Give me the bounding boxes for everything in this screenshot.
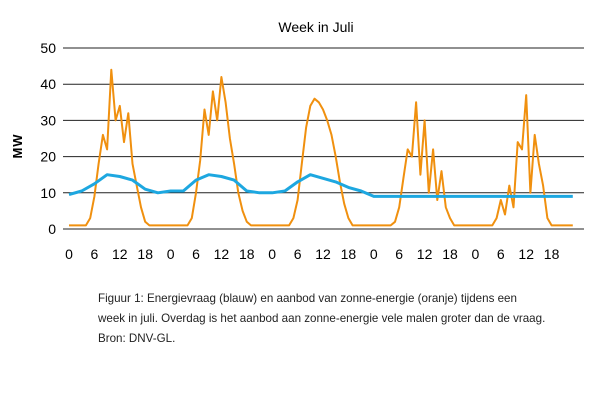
caption-line-2: week in juli. Overdag is het aanbod aan …	[98, 312, 546, 325]
x-tick-label: 12	[315, 246, 331, 262]
chart-title: Week in Juli	[278, 19, 353, 35]
chart: 0 10 20 30 40 50 0 6 12 18 0 6 12 18 0 6 12 18 0 6 12 18 0 6 12…	[10, 19, 584, 262]
y-tick-label: 40	[40, 76, 56, 92]
gridlines	[63, 47, 584, 230]
y-tick-label: 30	[40, 112, 56, 128]
x-tick-label: 12	[417, 246, 433, 262]
y-axis-label: MW	[10, 133, 25, 158]
x-tick-label: 6	[497, 246, 505, 262]
x-tick-label: 18	[137, 246, 153, 262]
x-tick-label: 0	[268, 246, 276, 262]
x-tick-labels: 0 6 12 18 0 6 12 18 0 6 12 18 0 6 12 18 0 6 12 18	[65, 246, 559, 262]
y-tick-label: 10	[40, 185, 56, 201]
y-tick-label: 20	[40, 149, 56, 165]
x-tick-label: 6	[395, 246, 403, 262]
x-tick-label: 0	[65, 246, 73, 262]
x-tick-label: 6	[91, 246, 99, 262]
y-tick-labels: 0 10 20 30 40 50	[40, 40, 56, 237]
x-tick-label: 12	[214, 246, 230, 262]
caption-line-3: Bron: DNV-GL.	[98, 332, 176, 345]
figure-caption: Figuur 1: Energievraag (blauw) en aanbod…	[98, 289, 578, 349]
x-tick-label: 6	[294, 246, 302, 262]
x-tick-label: 0	[472, 246, 480, 262]
energy-demand-line	[68, 173, 573, 198]
x-tick-label: 18	[239, 246, 255, 262]
solar-supply-line	[69, 68, 573, 227]
caption-line-1: Figuur 1: Energievraag (blauw) en aanbod…	[98, 292, 517, 305]
x-tick-label: 0	[370, 246, 378, 262]
y-tick-label: 0	[48, 221, 56, 237]
x-tick-label: 12	[518, 246, 534, 262]
x-tick-label: 0	[167, 246, 175, 262]
x-tick-label: 12	[112, 246, 128, 262]
x-tick-label: 18	[544, 246, 560, 262]
y-tick-label: 50	[40, 40, 56, 56]
x-tick-label: 18	[442, 246, 458, 262]
x-tick-label: 18	[341, 246, 357, 262]
x-tick-label: 6	[192, 246, 200, 262]
